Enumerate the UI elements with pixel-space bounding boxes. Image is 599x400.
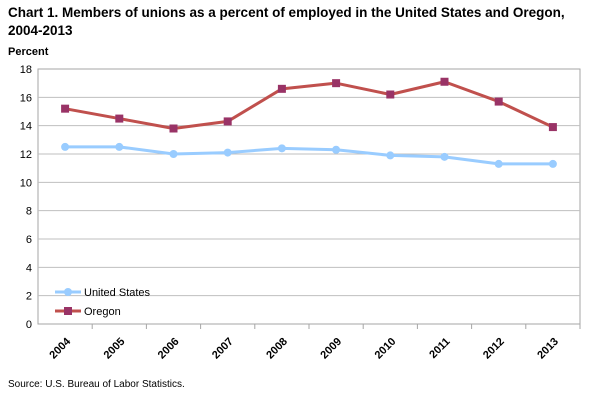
- data-point: [548, 123, 557, 132]
- y-tick-label: 6: [26, 234, 32, 246]
- data-point: [169, 150, 178, 158]
- data-point: [494, 97, 503, 106]
- y-tick-label: 8: [26, 206, 32, 218]
- data-point: [169, 124, 178, 133]
- data-point: [548, 159, 557, 168]
- data-point: [223, 117, 232, 126]
- y-tick-label: 10: [20, 177, 32, 189]
- data-point: [115, 114, 124, 123]
- legend-label: Oregon: [84, 306, 121, 318]
- series-line-oregon: [64, 80, 554, 130]
- series-group: [61, 77, 557, 168]
- y-axis-ticks: 0 2 4 6 8 10 12 14 16 18: [20, 64, 32, 331]
- data-point: [386, 90, 395, 99]
- legend-label: United States: [84, 287, 151, 299]
- x-axis-ticks: 2004 2005 2006 2007 2008 2009 2010 2011 2012 2013: [47, 324, 581, 362]
- source-note: Source: U.S. Bureau of Labor Statistics.: [8, 379, 185, 390]
- x-tick-label: 2007: [210, 336, 236, 362]
- data-point: [61, 104, 70, 113]
- y-tick-label: 2: [26, 291, 32, 303]
- plot-area: [37, 68, 581, 325]
- y-tick-label: 4: [26, 262, 32, 274]
- data-point: [332, 145, 341, 154]
- x-tick-label: 2010: [373, 336, 399, 362]
- x-tick-label: 2006: [156, 336, 182, 362]
- series-line-united-states: [65, 145, 553, 166]
- y-tick-label: 12: [20, 149, 32, 161]
- x-tick-label: 2005: [102, 336, 128, 362]
- y-tick-label: 0: [26, 319, 32, 331]
- y-tick-label: 18: [20, 64, 32, 76]
- legend-marker: [64, 288, 72, 296]
- data-point: [61, 142, 70, 151]
- data-point: [277, 144, 286, 153]
- data-point: [277, 84, 286, 93]
- y-axis-label: Percent: [8, 46, 49, 58]
- chart-title: Chart 1. Members of unions as a percent …: [8, 5, 565, 38]
- y-tick-label: 14: [20, 121, 32, 133]
- data-point: [440, 77, 449, 86]
- legend-marker: [64, 307, 72, 315]
- x-tick-label: 2004: [47, 335, 73, 361]
- data-point: [386, 151, 395, 160]
- data-point: [332, 79, 341, 88]
- data-point: [223, 148, 232, 157]
- x-tick-label: 2012: [481, 336, 507, 362]
- data-point: [115, 142, 124, 151]
- y-tick-label: 16: [20, 92, 32, 104]
- x-tick-label: 2011: [427, 336, 452, 361]
- legend: United States Oregon: [55, 287, 151, 318]
- x-tick-label: 2008: [264, 336, 290, 362]
- x-tick-label: 2013: [535, 336, 561, 362]
- data-point: [494, 159, 503, 168]
- x-tick-label: 2009: [318, 336, 344, 362]
- data-point: [440, 152, 449, 161]
